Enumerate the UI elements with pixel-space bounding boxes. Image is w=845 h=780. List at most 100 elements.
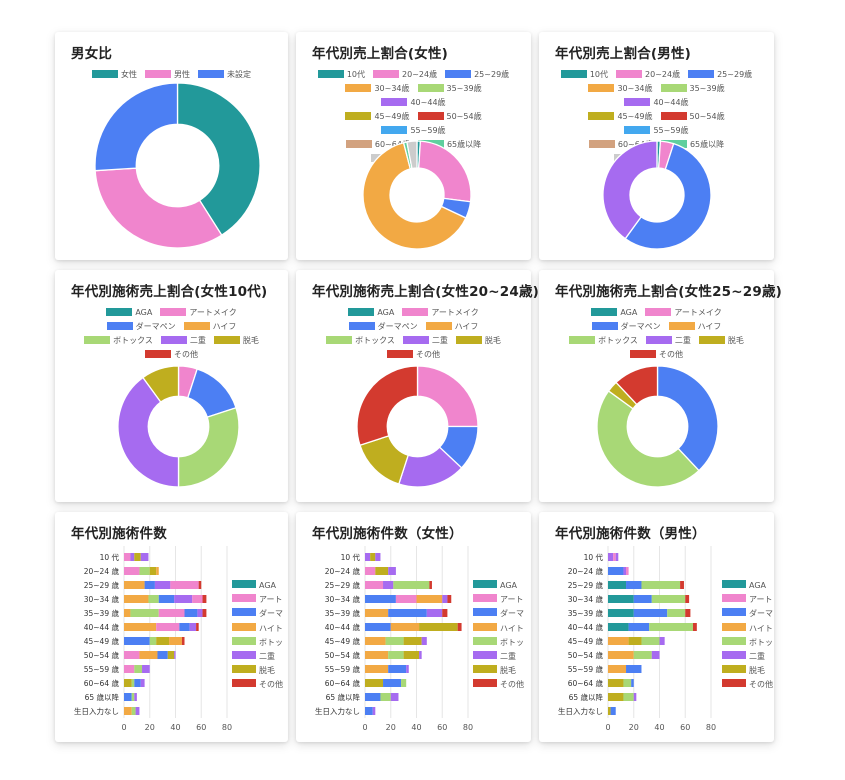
bar-segment[interactable] [419, 623, 458, 631]
legend-item[interactable]: ハイト [232, 622, 288, 632]
bar-segment[interactable] [680, 581, 684, 589]
bar-segment[interactable] [202, 595, 207, 603]
legend-item[interactable]: 55~59歳 [624, 124, 689, 138]
legend-item[interactable]: その他 [722, 679, 778, 688]
donut-slice-30~34歳[interactable] [362, 141, 467, 250]
legend-item[interactable]: アート [473, 594, 529, 603]
bar-segment[interactable] [196, 623, 199, 631]
legend-item[interactable]: 30~34歳 [588, 82, 653, 96]
bar-segment[interactable] [403, 651, 420, 659]
bar-segment[interactable] [124, 637, 150, 645]
bar-segment[interactable] [388, 567, 396, 575]
bar-segment[interactable] [365, 707, 373, 715]
legend-item[interactable]: その他 [145, 348, 198, 362]
bar-segment[interactable] [169, 637, 182, 645]
legend-item[interactable]: 脱毛 [232, 665, 288, 674]
bar-segment[interactable] [149, 637, 157, 645]
bar-segment[interactable] [198, 581, 202, 589]
bar-segment[interactable] [365, 595, 396, 603]
bar-segment[interactable] [406, 665, 409, 673]
bar-segment[interactable] [365, 693, 381, 701]
legend-item[interactable]: 10代 [560, 68, 608, 82]
bar-segment[interactable] [124, 679, 132, 687]
legend-item[interactable]: ボトッ [473, 636, 529, 646]
legend-item[interactable]: 脱毛 [455, 334, 501, 348]
bar-segment[interactable] [442, 609, 448, 617]
bar-segment[interactable] [685, 609, 691, 617]
bar-segment[interactable] [395, 595, 417, 603]
legend-item[interactable]: AGA [232, 580, 288, 589]
bar-segment[interactable] [365, 567, 376, 575]
bar-segment[interactable] [385, 637, 404, 645]
bar-segment[interactable] [633, 609, 668, 617]
bar-segment[interactable] [380, 693, 391, 701]
legend-item[interactable]: 25~29歳 [688, 68, 752, 82]
bar-segment[interactable] [613, 553, 616, 561]
bar-segment[interactable] [390, 693, 399, 701]
bar-segment[interactable] [447, 595, 452, 603]
legend-item[interactable]: AGA [106, 306, 152, 320]
legend-item[interactable]: 脱毛 [473, 665, 529, 674]
legend-item[interactable]: その他 [387, 348, 440, 362]
legend-item[interactable]: ハイフ [668, 320, 721, 334]
bar-segment[interactable] [156, 567, 159, 575]
bar-segment[interactable] [631, 679, 634, 687]
bar-segment[interactable] [608, 651, 634, 659]
bar-segment[interactable] [184, 609, 198, 617]
bar-segment[interactable] [170, 581, 199, 589]
bar-segment[interactable] [633, 693, 637, 701]
bar-segment[interactable] [189, 623, 197, 631]
bar-segment[interactable] [148, 595, 159, 603]
bar-segment[interactable] [416, 595, 443, 603]
legend-item[interactable]: ボトッ [232, 636, 288, 646]
bar-segment[interactable] [626, 567, 629, 575]
legend-item[interactable]: 25~29歳 [445, 68, 509, 82]
legend-item[interactable]: 二重 [402, 334, 448, 348]
bar-segment[interactable] [608, 609, 634, 617]
bar-segment[interactable] [426, 609, 443, 617]
legend-item[interactable]: 脱毛 [698, 334, 744, 348]
bar-segment[interactable] [608, 567, 624, 575]
legend-item[interactable]: ハイト [722, 622, 778, 632]
bar-segment[interactable] [135, 707, 140, 715]
legend-item[interactable]: 35~39歳 [417, 82, 482, 96]
bar-segment[interactable] [134, 679, 141, 687]
bar-segment[interactable] [365, 665, 389, 673]
legend-item[interactable]: 40~44歳 [381, 96, 446, 110]
donut-slice-その他[interactable] [356, 365, 419, 447]
bar-segment[interactable] [419, 651, 422, 659]
bar-segment[interactable] [633, 595, 652, 603]
bar-segment[interactable] [659, 637, 665, 645]
legend-item[interactable]: 二重 [722, 650, 778, 660]
legend-item[interactable]: ハイト [473, 622, 529, 632]
bar-segment[interactable] [154, 581, 171, 589]
bar-segment[interactable] [130, 553, 135, 561]
bar-segment[interactable] [131, 679, 135, 687]
legend-item[interactable]: ダーマペン [106, 320, 176, 334]
bar-segment[interactable] [626, 665, 642, 673]
bar-segment[interactable] [401, 679, 407, 687]
bar-segment[interactable] [628, 637, 642, 645]
legend-item[interactable]: アートメイク [402, 306, 479, 320]
bar-segment[interactable] [608, 623, 629, 631]
legend-item[interactable]: その他 [630, 348, 683, 362]
bar-segment[interactable] [140, 679, 145, 687]
bar-segment[interactable] [124, 581, 145, 589]
bar-segment[interactable] [692, 623, 697, 631]
bar-segment[interactable] [457, 623, 462, 631]
legend-item[interactable]: 60~64歳 [345, 138, 410, 152]
donut-slice-ボトックス[interactable] [177, 406, 240, 488]
legend-item[interactable]: アート [722, 594, 778, 603]
bar-segment[interactable] [131, 707, 136, 715]
bar-segment[interactable] [388, 651, 404, 659]
bar-segment[interactable] [142, 665, 150, 673]
bar-segment[interactable] [608, 595, 634, 603]
bar-segment[interactable] [442, 595, 448, 603]
bar-segment[interactable] [608, 707, 611, 715]
legend-item[interactable]: AGA [591, 306, 637, 320]
donut-slice-二重[interactable] [117, 376, 180, 488]
bar-segment[interactable] [140, 553, 149, 561]
bar-segment[interactable] [157, 651, 168, 659]
bar-segment[interactable] [179, 623, 190, 631]
donut-slice-40~44歳[interactable] [602, 140, 658, 240]
